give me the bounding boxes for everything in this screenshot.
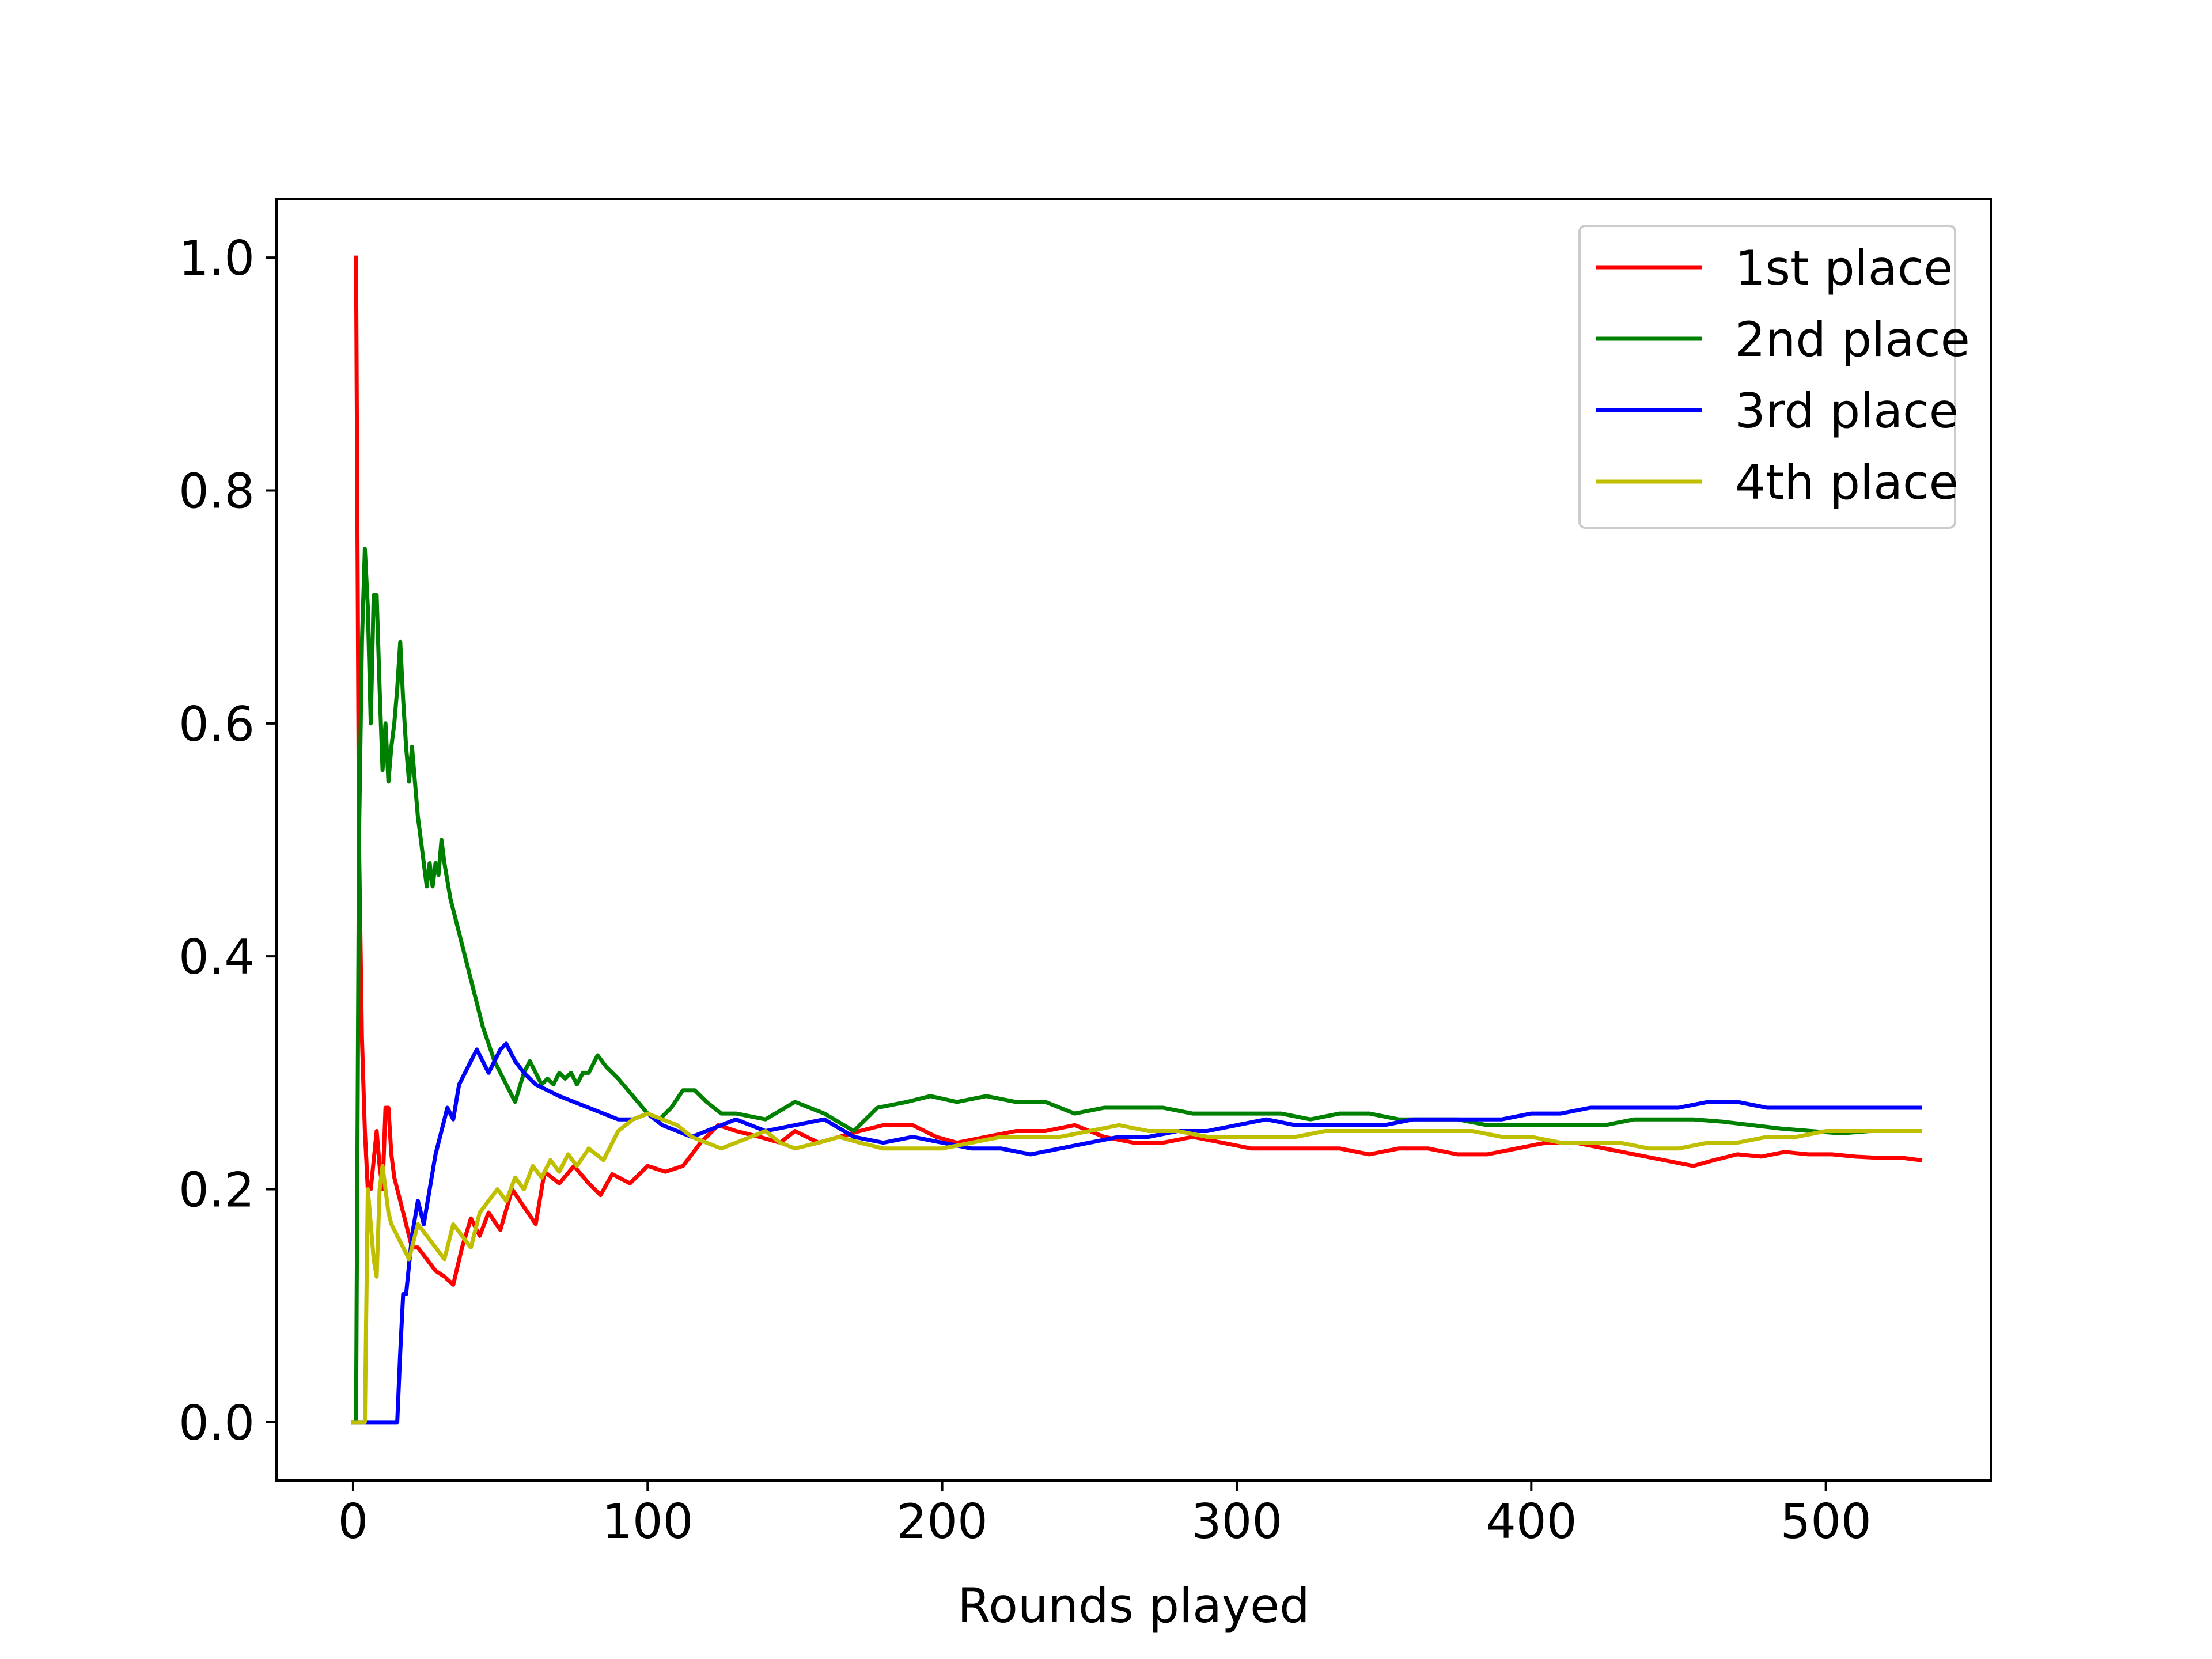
x-tick-label: 0 <box>338 1494 369 1550</box>
y-tick-label: 1.0 <box>179 230 255 286</box>
x-axis-label: Rounds played <box>957 1578 1310 1634</box>
x-axis: 0 100 200 300 400 500 <box>338 1480 1872 1550</box>
y-tick-label: 0.6 <box>179 696 255 752</box>
x-tick-label: 300 <box>1191 1494 1282 1550</box>
y-tick-label: 0.4 <box>179 929 255 985</box>
legend-label: 1st place <box>1735 240 1953 296</box>
series-line-4 <box>351 1111 1922 1425</box>
y-tick-label: 0.2 <box>179 1162 255 1218</box>
series-line-3 <box>351 1041 1922 1425</box>
legend-label: 2nd place <box>1735 312 1970 368</box>
y-tick-label: 0.0 <box>179 1395 255 1451</box>
x-tick-label: 400 <box>1486 1494 1577 1550</box>
y-axis: 0.0 0.2 0.4 0.6 0.8 1.0 <box>179 230 276 1451</box>
x-tick-label: 100 <box>602 1494 693 1550</box>
legend-box <box>1578 225 1956 529</box>
legend: 1st place 2nd place 3rd place 4th place <box>1578 225 1970 529</box>
legend-label: 4th place <box>1735 454 1959 510</box>
x-tick-label: 500 <box>1780 1494 1871 1550</box>
legend-label: 3rd place <box>1735 383 1959 439</box>
x-tick-label: 200 <box>896 1494 987 1550</box>
y-tick-label: 0.8 <box>179 463 255 519</box>
plot-frame <box>275 198 1992 1482</box>
series-layer <box>351 255 1923 1425</box>
